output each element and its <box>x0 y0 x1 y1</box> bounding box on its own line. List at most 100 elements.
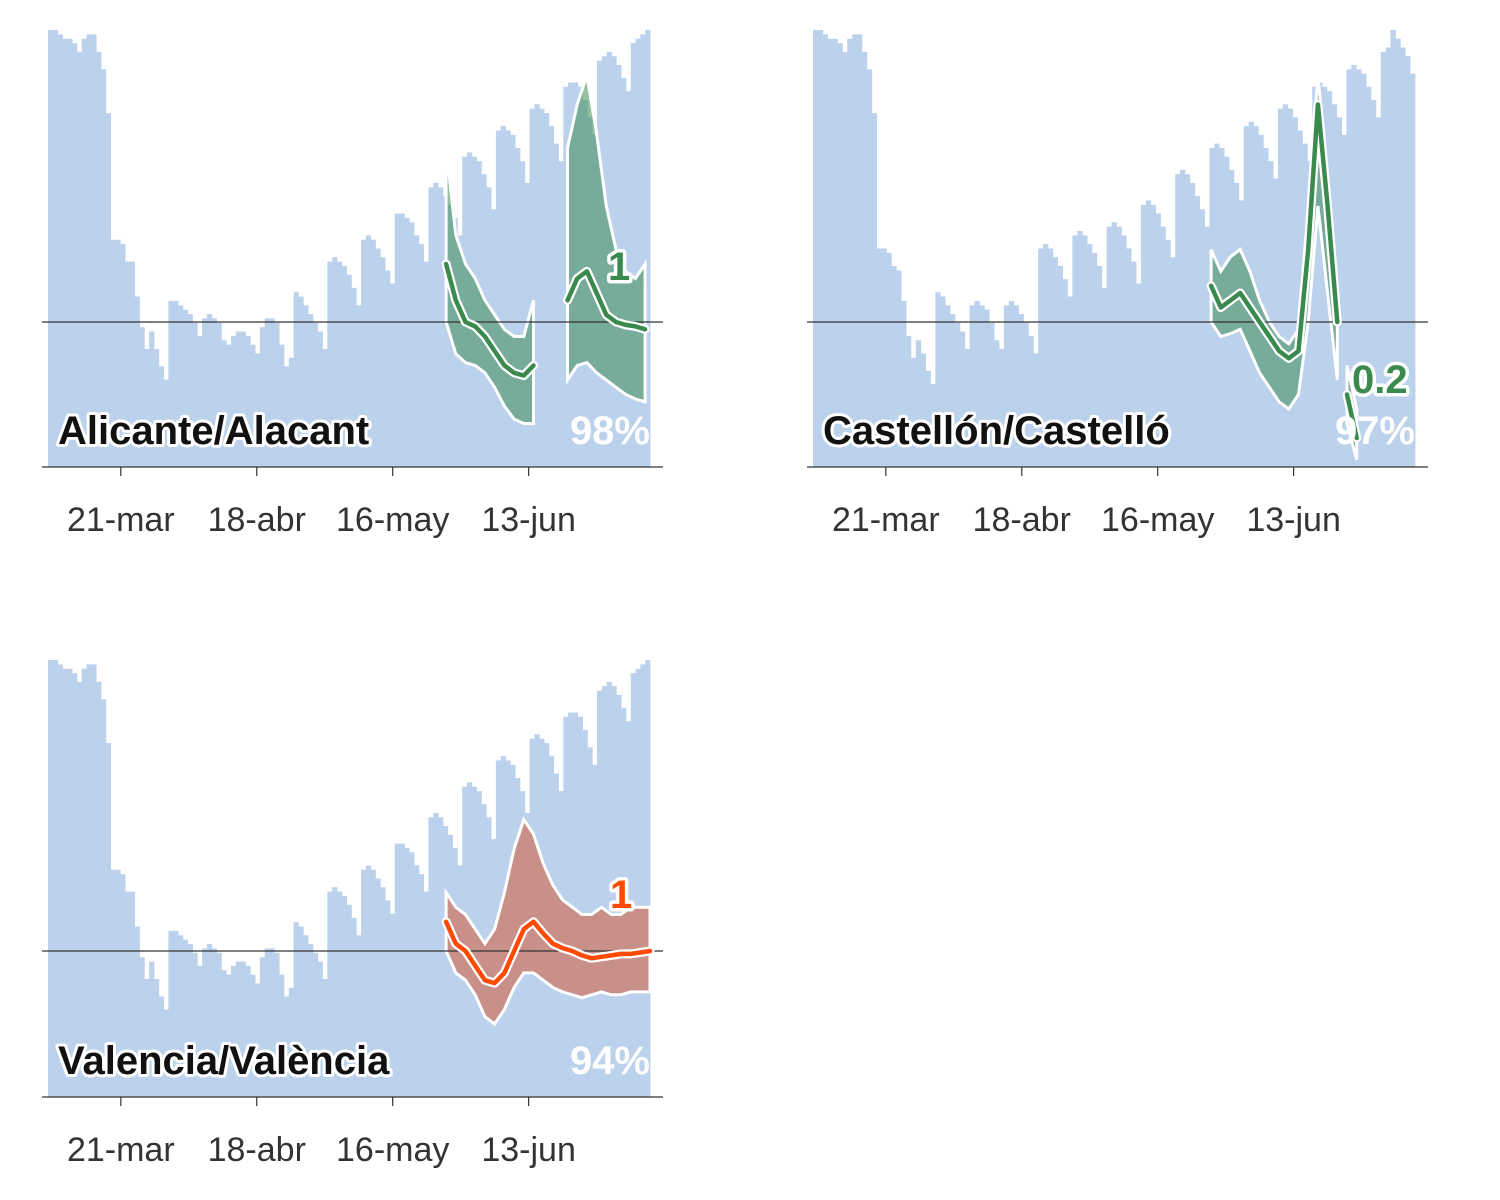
bar <box>370 869 376 1097</box>
bar <box>356 305 362 467</box>
bar <box>385 900 391 1097</box>
bar <box>1111 222 1117 467</box>
bar <box>81 38 87 468</box>
bar <box>231 335 237 467</box>
bar <box>876 248 882 467</box>
bar <box>423 891 429 1097</box>
bar <box>62 38 68 468</box>
bar <box>1155 213 1161 467</box>
bar <box>235 331 242 467</box>
bar <box>940 296 946 467</box>
bar <box>72 673 78 1097</box>
bar <box>630 673 636 1097</box>
bar <box>216 322 222 467</box>
bar <box>115 869 121 1097</box>
bar <box>202 318 208 467</box>
bar <box>866 69 873 467</box>
bar <box>149 961 155 1097</box>
bar <box>153 349 160 467</box>
bar <box>187 314 193 467</box>
bar <box>1170 257 1176 467</box>
bar <box>356 935 362 1097</box>
bar <box>857 34 863 468</box>
bar <box>48 660 54 1097</box>
bar <box>891 265 897 467</box>
bar <box>1101 287 1108 467</box>
bar <box>1366 86 1372 467</box>
bar <box>1136 283 1142 467</box>
bar <box>442 826 449 1097</box>
bar <box>1263 147 1269 468</box>
bar <box>1189 182 1196 467</box>
bar <box>308 314 314 467</box>
x-tick-label: 18-abr <box>208 501 306 539</box>
bar <box>226 344 232 467</box>
bar <box>351 287 357 467</box>
bar <box>67 668 73 1097</box>
bar <box>361 239 367 467</box>
bar <box>178 305 184 467</box>
bar <box>969 305 975 467</box>
series-line <box>1208 102 1340 361</box>
bar <box>163 1009 169 1097</box>
bar <box>428 817 434 1097</box>
series-line <box>443 261 536 378</box>
bar <box>871 113 878 467</box>
bar <box>283 996 290 1097</box>
bar <box>1385 47 1391 467</box>
bar <box>264 948 270 1097</box>
bar <box>274 322 280 467</box>
bar <box>110 239 116 467</box>
bar <box>370 239 376 467</box>
bar <box>529 108 535 467</box>
bar <box>901 300 907 467</box>
bar <box>303 935 309 1097</box>
bar <box>544 113 550 467</box>
bar <box>134 296 140 467</box>
bar <box>361 869 367 1097</box>
bar <box>288 987 295 1097</box>
x-tick-label: 16-may <box>336 1131 449 1169</box>
bar <box>259 957 266 1097</box>
bar <box>1096 265 1103 467</box>
bar <box>255 353 261 467</box>
bar <box>245 335 251 467</box>
bar <box>72 43 78 468</box>
bar <box>621 708 627 1097</box>
bar <box>293 922 299 1097</box>
bar <box>1273 178 1279 467</box>
bar <box>1277 108 1284 467</box>
bar <box>336 261 343 467</box>
bar <box>1204 226 1210 467</box>
bar <box>197 335 203 467</box>
bar <box>149 331 155 467</box>
bar <box>91 664 97 1097</box>
bar <box>346 904 352 1097</box>
bar <box>1292 117 1298 468</box>
bar <box>1140 204 1147 468</box>
bar <box>1405 56 1411 467</box>
panel-1: 21-mar 18-abr 16-may 13-jun Alicante/Alacant… <box>42 30 663 539</box>
bar <box>389 283 396 467</box>
bar <box>298 926 304 1097</box>
bar <box>96 51 102 467</box>
bar <box>572 712 579 1097</box>
bar <box>813 30 819 467</box>
bar <box>1003 305 1010 467</box>
bar <box>1131 261 1137 467</box>
bar <box>187 944 193 1097</box>
bar <box>158 996 164 1097</box>
bar <box>640 34 646 468</box>
bar <box>274 952 280 1097</box>
bar <box>1282 104 1289 467</box>
bar <box>221 970 227 1097</box>
bar <box>269 318 275 467</box>
x-tick-label: 18-abr <box>208 1131 306 1169</box>
region-label: Alicante/Alacant <box>58 409 369 453</box>
bar <box>178 935 184 1097</box>
bar <box>1043 244 1049 467</box>
bar <box>500 126 506 467</box>
bar <box>640 664 646 1097</box>
bar <box>1268 161 1274 467</box>
bar <box>920 353 926 467</box>
